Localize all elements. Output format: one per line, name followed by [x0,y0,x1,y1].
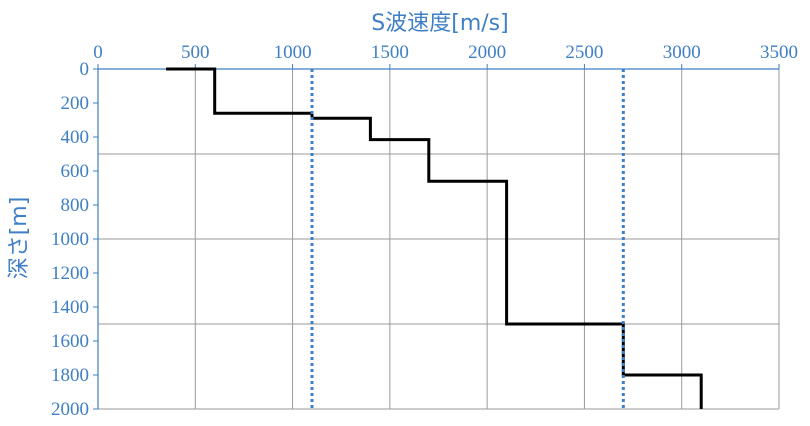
x-tick-label: 3500 [760,42,798,63]
x-tick-label: 2500 [565,42,603,63]
x-tick-labels: 0 500 1000 1500 2000 2500 3000 3500 [93,42,798,63]
y-tick-label: 1800 [51,365,89,386]
x-tick-label: 2000 [468,42,506,63]
y-tick-label: 1000 [51,229,89,250]
y-tick-label: 2000 [51,399,89,420]
x-tick-label: 0 [93,42,103,63]
y-tick-label: 200 [61,93,90,114]
y-tick-label: 800 [61,195,90,216]
axes [93,64,780,410]
y-tick-label: 1600 [51,331,89,352]
grid [98,69,780,410]
series-group [166,67,703,409]
x-tick-label: 3000 [663,42,701,63]
y-tick-label: 1200 [51,263,89,284]
x-axis-title: S波速度[m/s] [371,11,508,36]
y-tick-label: 600 [61,161,90,182]
x-tick-label: 500 [181,42,210,63]
y-axis-title: 深さ[m] [7,197,32,280]
x-tick-label: 1000 [274,42,312,63]
y-tick-label: 400 [61,127,90,148]
y-tick-label: 1400 [51,297,89,318]
y-tick-labels: 0 200 400 600 800 1000 1200 1400 1600 1800 2000 [51,59,89,420]
y-tick-label: 0 [80,59,90,80]
x-tick-label: 1500 [371,42,409,63]
